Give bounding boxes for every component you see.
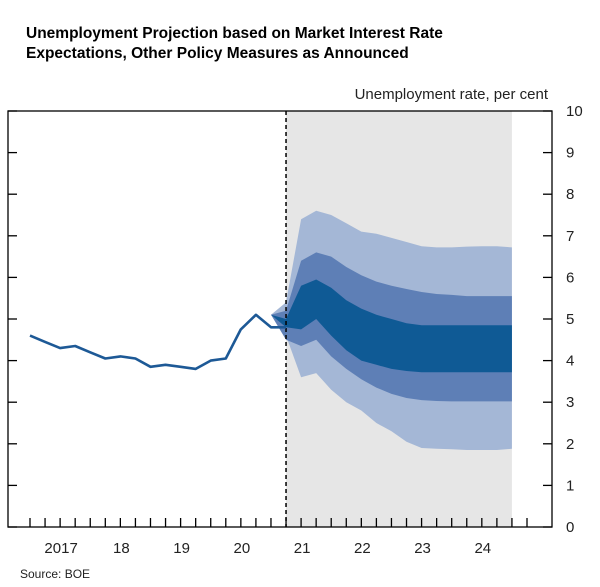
x-tick-label: 23 <box>414 540 431 557</box>
y-axis-label: Unemployment rate, per cent <box>355 86 549 103</box>
chart-title-line-2: Expectations, Other Policy Measures as A… <box>26 45 409 62</box>
chart-title-line-1: Unemployment Projection based on Market … <box>26 25 443 42</box>
y-tick-label: 4 <box>566 353 574 370</box>
history-line <box>29 313 286 371</box>
y-tick-label: 1 <box>566 477 574 494</box>
y-tick-label: 5 <box>566 311 574 328</box>
x-tick-label: 18 <box>113 540 130 557</box>
fan-bands <box>271 210 512 450</box>
x-axis: 2017 18 19 20 21 22 23 24 <box>29 518 528 557</box>
y-tick-label: 9 <box>566 145 574 162</box>
y-tick-label: 6 <box>566 269 574 286</box>
y-tick-label: 10 <box>566 103 583 120</box>
y-axis: 0 1 2 3 4 5 6 7 8 9 10 <box>8 103 583 536</box>
y-tick-label: 7 <box>566 228 574 245</box>
x-tick-label: 24 <box>474 540 491 557</box>
source-note: Source: BOE <box>20 567 90 581</box>
x-tick-label: 2017 <box>44 540 77 557</box>
y-tick-label: 0 <box>566 519 574 536</box>
x-tick-label: 21 <box>294 540 311 557</box>
fan-band-inner <box>271 279 512 373</box>
y-tick-label: 3 <box>566 394 574 411</box>
x-tick-label: 22 <box>354 540 371 557</box>
x-tick-label: 19 <box>173 540 190 557</box>
y-tick-label: 2 <box>566 436 574 453</box>
x-tick-label: 20 <box>234 540 251 557</box>
y-tick-label: 8 <box>566 186 574 203</box>
